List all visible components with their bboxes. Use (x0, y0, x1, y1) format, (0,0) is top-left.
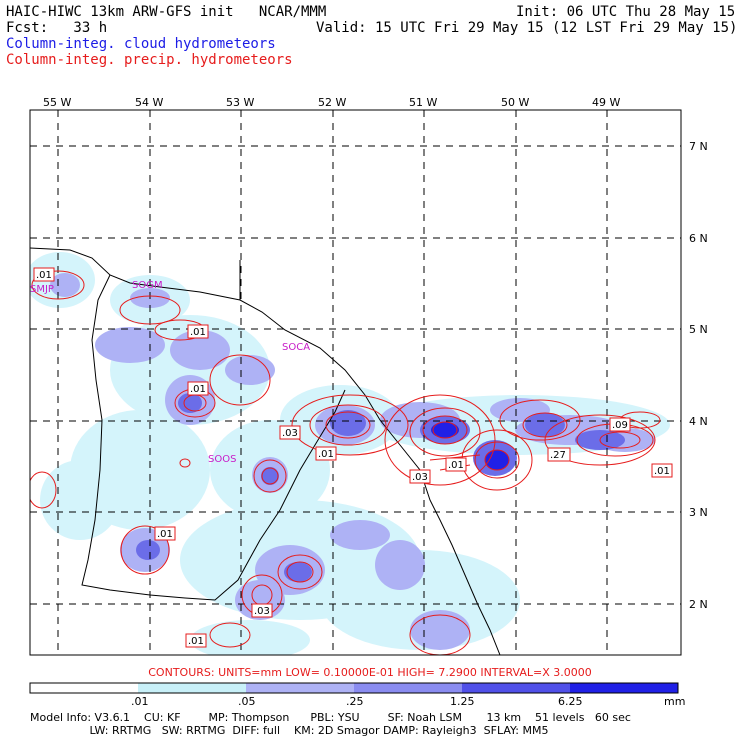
colorbar-label: .01 (131, 695, 149, 708)
colorbar: .01 .05 .25 1.25 6.25 mm (29, 682, 685, 708)
contours-info: CONTOURS: UNITS=mm LOW= 0.10000E-01 HIGH… (148, 666, 592, 679)
lon-label-54w: 54 W (135, 96, 163, 109)
legend-cloud: Column-integ. cloud hydrometeors (6, 36, 276, 52)
model-info-line1: Model Info: V3.6.1 CU: KF MP: Thompson P… (30, 711, 631, 724)
cloud-core-areas (431, 422, 509, 470)
lat-label-6n: 6 N (689, 232, 708, 245)
contour-label: .01 (318, 449, 334, 460)
valid-time: Valid: 15 UTC Fri 29 May 15 (12 LST Fri … (316, 20, 738, 36)
init-time: Init: 06 UTC Thu 28 May 15 (516, 4, 736, 20)
lon-label-50w: 50 W (501, 96, 529, 109)
colorbar-label: 1.25 (450, 695, 475, 708)
lat-label-4n: 4 N (689, 415, 708, 428)
lat-label-7n: 7 N (689, 140, 708, 153)
contour-label: .01 (190, 384, 206, 395)
lon-labels: 55 W 54 W 53 W 52 W 51 W 50 W 49 W (43, 96, 620, 109)
model-title: HAIC-HIWC 13km ARW-GFS init NCAR/MMM (6, 4, 327, 20)
cloud-light-areas (30, 252, 670, 655)
station-sogm: SOGM (132, 280, 163, 291)
contour-label: .01 (36, 270, 52, 281)
station-soca: SOCA (282, 342, 310, 353)
contour-label: .01 (654, 466, 670, 477)
contour-labels: .01 .01 .01 .03 .01 .01 .01 .03 .27 .09 … (33, 267, 673, 648)
contour-label: .09 (612, 420, 628, 431)
contour-label: .01 (448, 460, 464, 471)
contour-label: .01 (188, 636, 204, 647)
lon-label-51w: 51 W (409, 96, 437, 109)
lon-label-53w: 53 W (226, 96, 254, 109)
lon-label-52w: 52 W (318, 96, 346, 109)
contour-label: .03 (412, 472, 428, 483)
model-info-line2: LW: RRTMG SW: RRTMG DIFF: full KM: 2D Sm… (30, 724, 549, 737)
station-labels: SMJP SOGM SOCA SOOS (30, 280, 310, 465)
station-soos: SOOS (208, 454, 236, 465)
forecast-hour: Fcst: 33 h (6, 20, 108, 36)
precip-contours (30, 270, 661, 655)
contour-label: .01 (190, 327, 206, 338)
contour-label: .03 (282, 428, 298, 439)
lat-labels: 7 N 6 N 5 N 4 N 3 N 2 N (689, 140, 708, 611)
lat-lon-grid (30, 110, 681, 655)
lon-label-55w: 55 W (43, 96, 71, 109)
lat-label-2n: 2 N (689, 598, 708, 611)
contour-label: .03 (254, 606, 270, 617)
lat-label-5n: 5 N (689, 323, 708, 336)
map-frame (29, 109, 682, 656)
station-smjp: SMJP (30, 284, 54, 295)
lat-label-3n: 3 N (689, 506, 708, 519)
colorbar-label: 6.25 (558, 695, 583, 708)
coastline (30, 247, 501, 655)
contour-label: .01 (157, 529, 173, 540)
colorbar-units: mm (664, 695, 685, 708)
colorbar-label: .25 (346, 695, 364, 708)
legend-precip: Column-integ. precip. hydrometeors (6, 52, 293, 68)
contour-label: .27 (550, 450, 566, 461)
lon-label-49w: 49 W (592, 96, 620, 109)
colorbar-label: .05 (238, 695, 256, 708)
